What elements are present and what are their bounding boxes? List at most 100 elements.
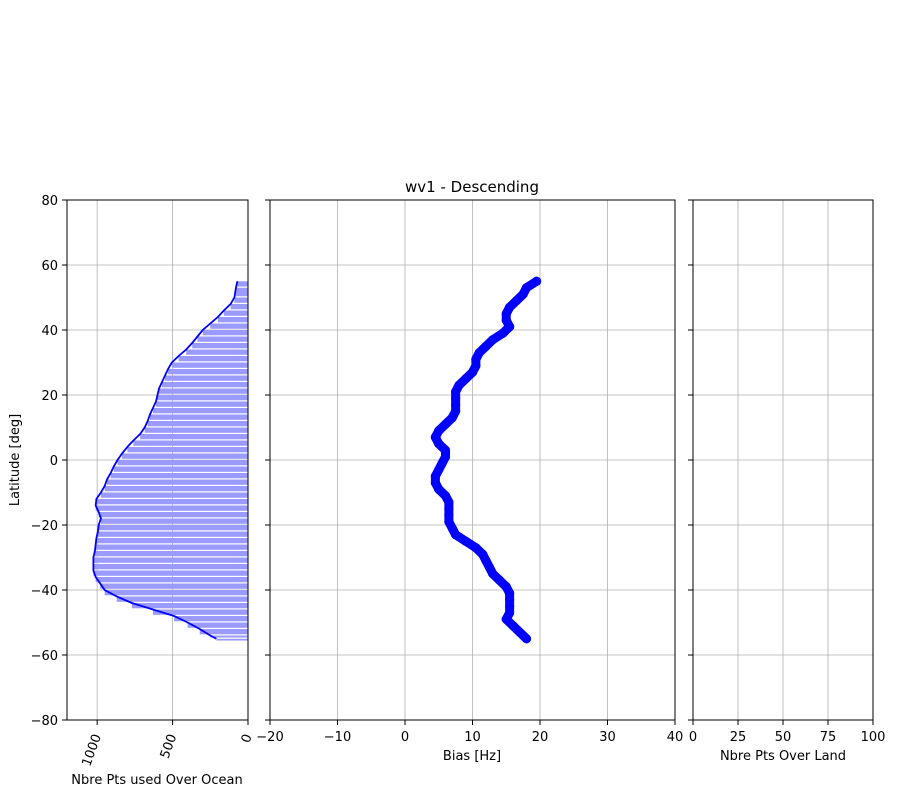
ocean-count-bar — [93, 557, 248, 563]
y-tick-label: 60 — [41, 259, 58, 274]
bias-x-axis-label: Bias [Hz] — [443, 749, 501, 764]
ocean-count-bar — [133, 440, 248, 446]
bias-point — [444, 504, 454, 514]
ocean-count-panel: 1000 500 0 80 60 40 20 0 −20 −40 −60 −80 — [31, 194, 256, 768]
x-tick-label: 50 — [775, 730, 792, 745]
bias-point — [488, 335, 498, 345]
ocean-count-bar — [127, 447, 248, 453]
y-tick-label: 20 — [41, 389, 58, 404]
bias-point — [488, 569, 498, 579]
ocean-count-bar — [155, 401, 248, 407]
bias-point — [518, 289, 528, 299]
ocean-count-bar — [186, 349, 248, 355]
ocean-count-bar — [113, 466, 248, 472]
bias-point — [434, 439, 444, 449]
ocean-count-bar — [171, 362, 248, 368]
y-tick-label: −20 — [31, 519, 58, 534]
y-tick-label: 0 — [50, 454, 58, 469]
ocean-count-bar — [106, 479, 249, 485]
ocean-count-bar — [122, 453, 248, 459]
ocean-count-bar — [152, 609, 248, 615]
ocean-count-bar — [95, 544, 249, 550]
ocean-count-bar — [217, 317, 248, 323]
y-tick-label: −40 — [31, 584, 58, 599]
ocean-count-bar — [152, 408, 248, 414]
ocean-count-bar — [192, 343, 248, 349]
bias-point — [451, 393, 461, 403]
x-tick-label: −20 — [256, 730, 283, 745]
x-tick-label: 0 — [401, 730, 409, 745]
ocean-count-line — [92, 281, 239, 640]
land-count-panel: 0 25 50 75 100 — [688, 199, 886, 745]
x-tick-label: 30 — [599, 730, 616, 745]
ocean-count-bar — [104, 486, 248, 492]
ocean-count-bar — [162, 382, 248, 388]
ocean-count-bar — [100, 492, 248, 498]
bias-point — [494, 575, 505, 585]
bias-point — [508, 621, 518, 631]
y-tick-label: −80 — [31, 714, 58, 729]
x-tick-label: 20 — [532, 730, 549, 745]
ocean-count-bar — [235, 287, 248, 297]
x-tick-label: 0 — [689, 730, 697, 745]
ocean-count-bar — [199, 629, 248, 635]
ocean-count-bar — [93, 570, 248, 576]
bias-point — [434, 484, 444, 494]
ocean-count-bar — [147, 421, 248, 427]
x-tick-label: 75 — [820, 730, 837, 745]
ocean-count-bar — [230, 304, 248, 310]
ocean-count-bar — [98, 525, 248, 531]
ocean-count-bar — [97, 531, 248, 537]
bias-point — [498, 328, 508, 338]
x-tick-label: 1000 — [80, 732, 105, 768]
ocean-count-bar — [210, 635, 248, 638]
bias-point — [440, 419, 451, 429]
ocean-count-bar — [234, 297, 248, 303]
bias-point — [532, 276, 542, 286]
bias-point — [521, 634, 532, 644]
bias-point — [444, 497, 454, 507]
ocean-count-bar — [210, 323, 248, 329]
bias-point — [467, 367, 478, 377]
bias-point — [501, 614, 511, 624]
bias-point — [505, 588, 515, 598]
ocean-count-hatch — [93, 281, 249, 641]
ocean-count-bar — [100, 583, 248, 589]
x-tick-label: 100 — [861, 730, 886, 745]
bias-point — [447, 413, 457, 423]
ocean-count-bar — [178, 356, 248, 362]
y-tick-label: 40 — [41, 324, 58, 339]
x-tick-label: −10 — [324, 730, 351, 745]
ocean-count-bar — [96, 538, 248, 544]
ocean-count-bar — [197, 336, 248, 342]
ocean-count-bar — [223, 310, 248, 316]
ocean-count-bar — [216, 638, 248, 641]
ocean-count-bar — [95, 577, 249, 583]
ocean-count-bar — [98, 512, 248, 518]
y-tick-label: 80 — [41, 194, 58, 209]
bias-point — [444, 510, 454, 520]
y-axis-label: Latitude [deg] — [8, 414, 23, 506]
bias-point — [505, 595, 515, 605]
x-tick-label: 40 — [667, 730, 684, 745]
ocean-count-bar — [96, 499, 248, 505]
ocean-count-bar — [131, 603, 248, 609]
ocean-count-bar — [93, 564, 248, 570]
ocean-count-bar — [140, 434, 248, 440]
ocean-count-bar — [159, 388, 248, 394]
ocean-count-bar — [144, 427, 248, 433]
ocean-count-bar — [202, 330, 248, 336]
ocean-count-bar — [157, 395, 248, 401]
ocean-count-bar — [95, 505, 249, 511]
bias-panel: −20 −10 0 10 20 30 40 — [256, 199, 684, 745]
ocean-count-bar — [149, 414, 248, 420]
ocean-x-axis-label: Nbre Pts used Over Ocean — [71, 773, 242, 788]
x-tick-label: 25 — [730, 730, 747, 745]
ocean-count-bar — [110, 473, 248, 479]
bias-point — [440, 445, 451, 455]
bias-point — [501, 309, 511, 319]
ocean-count-bar — [100, 518, 248, 524]
bias-point — [461, 536, 471, 546]
ocean-count-bar — [165, 375, 248, 381]
